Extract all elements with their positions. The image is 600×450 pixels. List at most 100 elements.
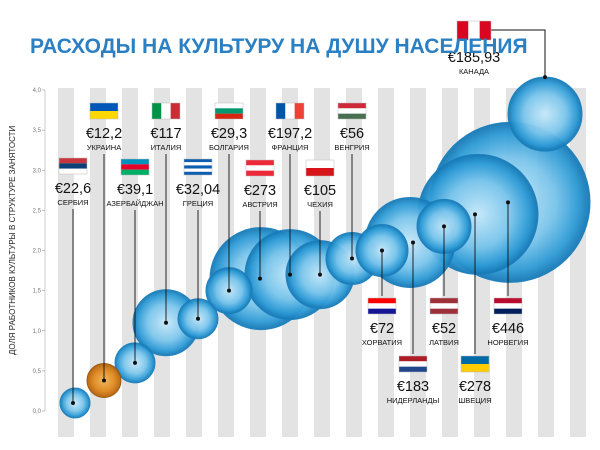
value-label: €72 <box>370 321 394 337</box>
flag-border <box>183 158 213 176</box>
country-label: ИТАЛИЯ <box>151 143 182 152</box>
flag-border <box>305 159 335 177</box>
flag-stripe <box>246 165 274 171</box>
country-label: АЗЕРБАЙДЖАН <box>106 199 163 208</box>
y-tick-label: 2,0 <box>33 249 42 255</box>
y-tick-label: 1,5 <box>33 289 42 295</box>
flag-stripe <box>215 113 243 119</box>
country-label: НИДЕРЛАНДЫ <box>387 396 440 405</box>
flag-stripe <box>457 21 469 40</box>
flag-stripe <box>494 303 522 309</box>
country-label: СЕРБИЯ <box>57 198 88 207</box>
leader-dot <box>164 320 168 325</box>
leader-lines <box>71 29 547 405</box>
leader-line <box>491 29 546 78</box>
y-tick-label: 0,0 <box>33 409 42 415</box>
flag-stripe <box>215 103 243 109</box>
flag-stripe <box>399 361 427 367</box>
flag-stripe <box>338 108 366 114</box>
leader-dot <box>473 212 477 217</box>
flag-stripe <box>90 103 118 111</box>
bubble-16 <box>507 76 583 152</box>
leader-dot <box>102 378 106 383</box>
flag-stripe <box>368 308 396 314</box>
flag-stripe <box>161 103 171 119</box>
leader-dot <box>258 276 262 281</box>
country-label: ЧЕХИЯ <box>307 200 333 209</box>
y-axis-label: ДОЛЯ РАБОТНИКОВ КУЛЬТУРЫ В СТРУКТУРЕ ЗАН… <box>8 125 17 355</box>
flag-stripe <box>59 163 87 169</box>
grid-stripe <box>186 88 202 437</box>
value-label: €197,2 <box>268 126 312 142</box>
value-label: €29,3 <box>211 126 247 142</box>
flag-border <box>275 102 305 120</box>
flag-stripe <box>494 298 522 304</box>
flag-stripe <box>479 21 491 40</box>
flag-border <box>337 102 367 120</box>
country-label: ВЕНГРИЯ <box>334 143 369 152</box>
flag-stripe <box>184 168 212 172</box>
flag-border <box>456 20 492 41</box>
flag-stripe <box>430 303 458 309</box>
country-label: ЛАТВИЯ <box>429 338 459 347</box>
y-axis: 0,0 0,5 1,0 1,5 2,0 2,5 3,0 3,5 4,0 <box>33 88 46 415</box>
flag-stripe <box>461 364 489 372</box>
value-label: €32,04 <box>176 182 220 198</box>
flag-stripe <box>215 108 243 114</box>
flag-stripe <box>276 103 286 119</box>
flag-border <box>429 297 459 315</box>
flag-stripe <box>294 103 304 119</box>
flag-stripe <box>59 158 87 164</box>
flag-stripe <box>59 168 87 174</box>
flag-stripe <box>399 366 427 372</box>
flag-stripe <box>368 303 396 309</box>
flag-stripe <box>121 164 149 170</box>
grid-stripe <box>58 88 74 437</box>
flag-stripe <box>306 160 334 168</box>
flag-stripe <box>246 170 274 176</box>
leader-dot <box>411 240 415 245</box>
country-label: ФРАНЦИЯ <box>272 143 309 152</box>
leader-dot <box>288 272 292 277</box>
leader-dot <box>318 272 322 277</box>
y-tick-label: 4,0 <box>33 88 42 94</box>
y-tick-label: 3,0 <box>33 168 42 174</box>
flag-border <box>367 297 397 315</box>
chart-title: РАСХОДЫ НА КУЛЬТУРУ НА ДУШУ НАСЕЛЕНИЯ <box>30 35 528 58</box>
flag-stripe <box>494 308 522 314</box>
value-label: €52 <box>432 321 456 337</box>
value-label: €12,2 <box>86 126 122 142</box>
grid-stripe <box>90 88 106 437</box>
flag-border <box>460 355 490 373</box>
flag-border <box>493 297 523 315</box>
flag-stripe <box>184 171 212 175</box>
value-label: €56 <box>340 126 364 142</box>
value-label: €117 <box>150 126 181 142</box>
grid-stripe <box>570 88 586 437</box>
country-label: КАНАДА <box>459 67 489 76</box>
leader-dot <box>543 75 547 80</box>
country-label: АВСТРИЯ <box>242 200 277 209</box>
flag-border <box>120 158 150 176</box>
flag-stripe <box>338 113 366 119</box>
flag-stripe <box>121 169 149 175</box>
leader-dot <box>350 256 354 261</box>
flag-border <box>214 102 244 120</box>
value-label: €105 <box>304 183 336 199</box>
flag-stripe <box>90 111 118 119</box>
leader-dot <box>380 248 384 253</box>
leader-dot <box>71 400 75 405</box>
flag-stripe <box>184 162 212 166</box>
country-label: УКРАИНА <box>87 143 121 152</box>
leader-dot <box>227 288 231 293</box>
value-label: €22,6 <box>55 181 91 197</box>
flag-stripe <box>184 159 212 163</box>
flag-border <box>398 355 428 373</box>
y-tick-label: 3,5 <box>33 128 42 134</box>
flag-stripe <box>306 168 334 176</box>
flag-border <box>245 159 275 177</box>
flag-stripe <box>246 160 274 166</box>
value-label: €273 <box>244 183 276 199</box>
country-label: ГРЕЦИЯ <box>183 199 213 208</box>
